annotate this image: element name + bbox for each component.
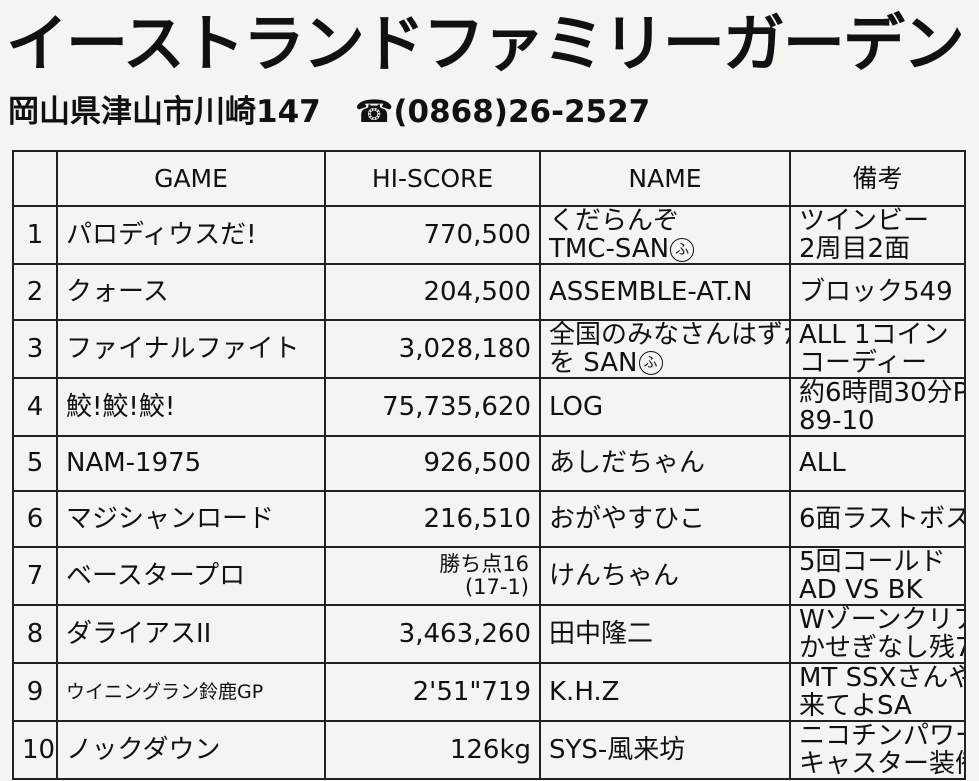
note-line: ニコチンパワー使用 [799, 720, 963, 751]
game-cell: ファイナルファイト [56, 318, 326, 379]
table-row: 1 パロディウスだ! 770,500 くだらんぞ TMC-SAN ふ ツインビー … [12, 205, 966, 265]
game-cell: NAM-1975 [56, 434, 326, 492]
score-cell: 926,500 [324, 434, 541, 492]
score-cell: 3,028,180 [324, 318, 541, 379]
score-cell: 770,500 [324, 205, 541, 265]
note-cell: ツインビー 2周目2面 [789, 205, 966, 265]
rank-cell: 6 [12, 490, 58, 548]
note-prefix: MT [799, 662, 838, 693]
rank-cell: 5 [12, 434, 58, 492]
score-cell: 3,463,260 [324, 603, 541, 664]
score-cell: 216,510 [324, 490, 541, 548]
note-line: ツインビー [799, 206, 930, 236]
table-row: 2 クォース 204,500 ASSEMBLE-AT.N ブロック549 [12, 263, 966, 321]
rank-cell: 4 [12, 376, 58, 437]
game-header: GAME [56, 150, 326, 207]
rank-cell: 9 [12, 661, 58, 722]
note-cell: Wゾーンクリア かせぎなし残7 [789, 603, 966, 664]
name-cell: K.H.Z [539, 661, 791, 722]
circled-mark: ふ [670, 237, 695, 262]
note-line: Wゾーンクリア [799, 604, 965, 635]
game-cell: クォース [56, 263, 326, 321]
rank-cell: 1 [12, 205, 58, 265]
name-cell: くだらんぞ TMC-SAN ふ [539, 205, 791, 265]
note-line: SSXさんやりに [845, 662, 963, 693]
note-cell: ニコチンパワー使用 キャスター装備 [789, 719, 966, 780]
table-row: 4 鮫!鮫!鮫! 75,735,620 LOG 約6時間30分PLAY 89-1… [12, 376, 966, 437]
note-line: 89-10 [799, 405, 875, 436]
name-header: NAME [539, 150, 791, 207]
name-line: TMC-SAN [549, 234, 670, 264]
score-cell: 2'51"719 [324, 661, 541, 722]
note-cell: 5回コールド AD VS BK [789, 545, 966, 606]
rank-cell: 7 [12, 545, 58, 606]
score-cell: 75,735,620 [324, 376, 541, 437]
note-line: AD VS BK [799, 574, 923, 605]
note-line: コーディー [799, 347, 928, 378]
rank-header [12, 150, 58, 207]
note-cell: MT SSXさんやりに 来てよSA [789, 661, 966, 722]
game-cell: パロディウスだ! [56, 205, 326, 265]
table-row: 5 NAM-1975 926,500 あしだちゃん ALL [12, 434, 966, 492]
score-cell: 126kg [324, 719, 541, 780]
name-cell: けんちゃん [539, 545, 791, 606]
table-header-row: GAME HI-SCORE NAME 備考 [12, 150, 966, 207]
note-cell: ALL [789, 434, 966, 492]
game-cell: 鮫!鮫!鮫! [56, 376, 326, 437]
table-row: 9 ウイニングラン鈴鹿GP 2'51"719 K.H.Z MT SSXさんやりに… [12, 661, 966, 722]
note-cell: ALL 1コイン コーディー [789, 318, 966, 379]
score-line: 勝ち点16 [439, 551, 529, 576]
rank-cell: 3 [12, 318, 58, 379]
name-line: を SAN [549, 347, 638, 378]
table-row: 7 ベースタープロ 勝ち点16 (17-1) けんちゃん 5回コールド AD V… [12, 545, 966, 606]
note-line: 約6時間30分PLAY [799, 377, 965, 408]
name-cell: LOG [539, 376, 791, 437]
circled-mark: ふ [638, 351, 663, 375]
name-cell: SYS-風来坊 [539, 719, 791, 780]
address-text: 岡山県津山市川崎147 [8, 94, 321, 130]
note-line: 5回コールド [799, 546, 946, 577]
name-cell: あしだちゃん [539, 434, 791, 492]
table-row: 3 ファイナルファイト 3,028,180 全国のみなさんはずかしめ を SAN… [12, 318, 966, 379]
name-cell: ASSEMBLE-AT.N [539, 263, 791, 321]
note-line: 来てよSA [799, 690, 912, 721]
rank-cell: 2 [12, 263, 58, 321]
score-line: (17-1) [464, 574, 529, 599]
game-cell: ベースタープロ [56, 545, 326, 606]
rank-cell: 8 [12, 603, 58, 664]
shop-info: 岡山県津山市川崎147 ☎(0868)26-2527 [8, 92, 650, 132]
name-line: くだらんぞ [549, 206, 680, 236]
note-line: かせぎなし残7 [799, 632, 965, 663]
note-line: 2周目2面 [799, 234, 911, 264]
hi-score-header: HI-SCORE [324, 150, 541, 207]
name-cell: 田中隆二 [539, 603, 791, 664]
name-cell: おがやすひこ [539, 490, 791, 548]
note-cell: ブロック549 [789, 263, 966, 321]
note-line: 1コイン [854, 319, 949, 350]
rank-cell: 10 [12, 719, 58, 780]
note-cell: 約6時間30分PLAY 89-10 [789, 376, 966, 437]
game-cell: ウイニングラン鈴鹿GP [56, 661, 326, 722]
hi-score-table: GAME HI-SCORE NAME 備考 1 パロディウスだ! 770,500… [12, 150, 966, 780]
score-cell: 勝ち点16 (17-1) [324, 545, 541, 606]
score-cell: 204,500 [324, 263, 541, 321]
page-title: イーストランドファミリーガーデン [6, 7, 965, 80]
game-cell: ダライアスII [56, 603, 326, 664]
note-prefix: ALL [799, 319, 846, 350]
game-cell: ノックダウン [56, 719, 326, 780]
phone-text: ☎(0868)26-2527 [354, 94, 651, 130]
table-row: 6 マジシャンロード 216,510 おがやすひこ 6面ラストボス [12, 490, 966, 548]
game-cell: マジシャンロード [56, 490, 326, 548]
note-line: キャスター装備 [799, 748, 965, 779]
name-line: 全国のみなさんはずかしめ [549, 319, 788, 350]
note-header: 備考 [789, 150, 966, 207]
table-row: 10 ノックダウン 126kg SYS-風来坊 ニコチンパワー使用 キャスター装… [12, 719, 966, 780]
note-cell: 6面ラストボス [789, 490, 966, 548]
table-row: 8 ダライアスII 3,463,260 田中隆二 Wゾーンクリア かせぎなし残7 [12, 603, 966, 664]
